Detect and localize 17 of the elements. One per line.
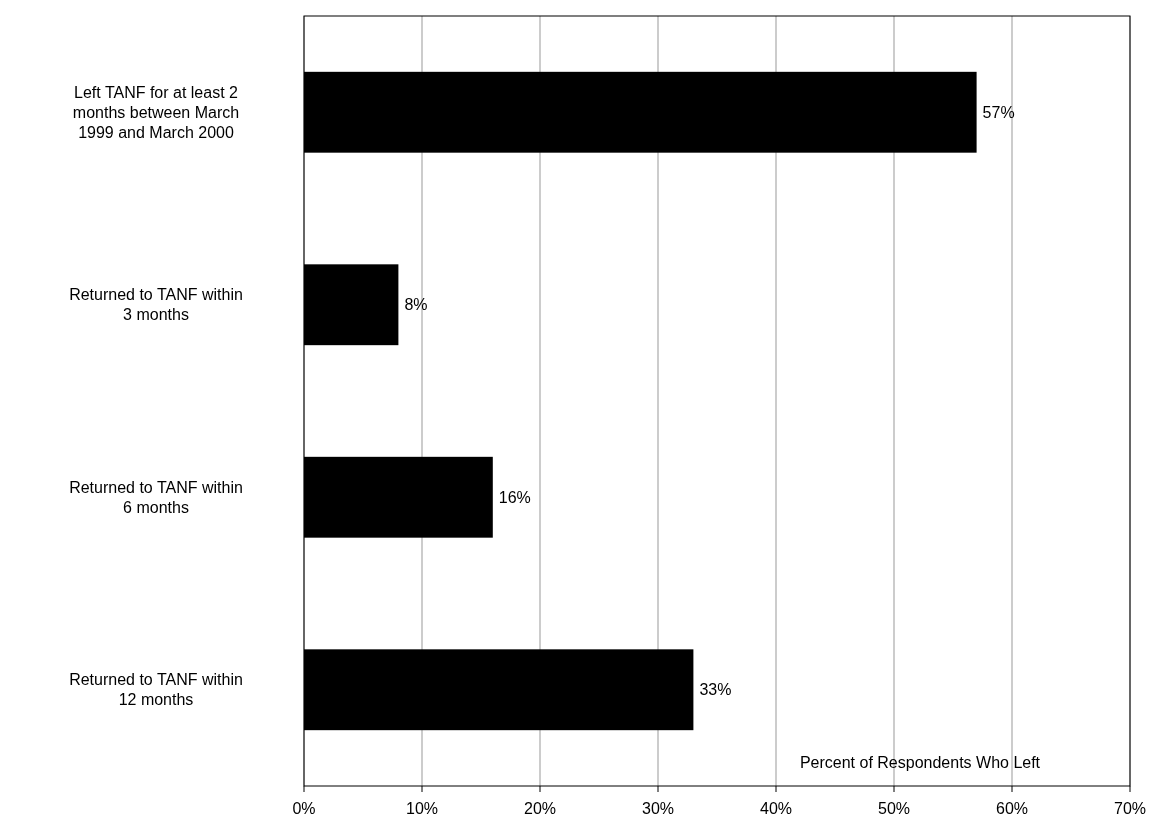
x-tick-label: 20% <box>523 800 557 817</box>
x-tick-label: 50% <box>877 800 911 817</box>
data-label: 16% <box>498 488 531 506</box>
y-tick-label: Returned to TANF within 12 months <box>69 671 243 709</box>
x-tick-label: 10% <box>405 800 439 817</box>
x-tick-label: 0% <box>292 800 316 817</box>
y-tick-label: Returned to TANF within 3 months <box>69 286 243 324</box>
x-tick-label: 60% <box>995 800 1029 817</box>
data-label: 8% <box>404 296 428 314</box>
data-label: 33% <box>699 681 732 699</box>
x-axis-title: Percent of Respondents Who Left <box>799 754 1041 771</box>
x-tick-label: 30% <box>641 800 675 817</box>
x-tick-label: 70% <box>1113 800 1147 817</box>
y-tick-label: Left TANF for at least 2 months between March 1999 and March 2000 <box>72 83 240 141</box>
x-tick-label: 40% <box>759 800 793 817</box>
data-label: 57% <box>982 103 1015 121</box>
y-tick-label: Returned to TANF within 6 months <box>69 478 243 516</box>
